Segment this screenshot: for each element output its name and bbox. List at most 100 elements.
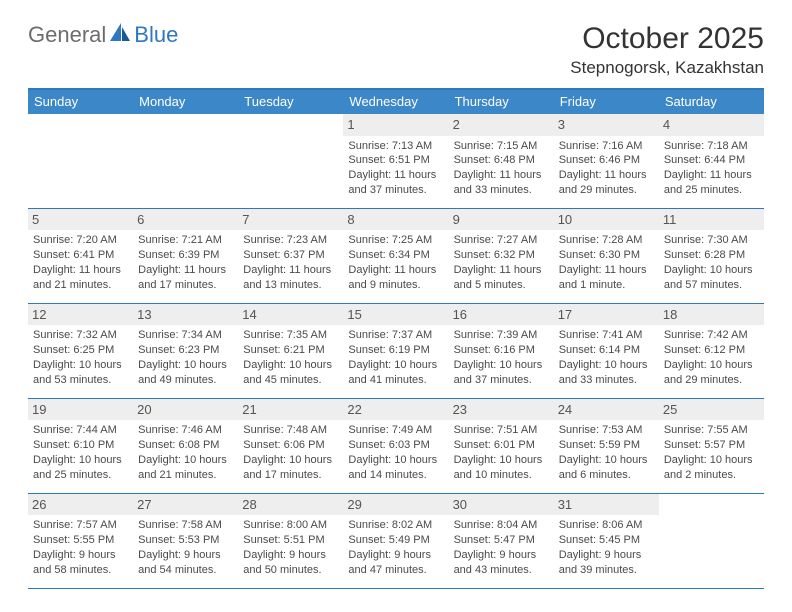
day-cell: 26Sunrise: 7:57 AMSunset: 5:55 PMDayligh…: [28, 494, 133, 588]
sunset-text: Sunset: 5:47 PM: [454, 533, 549, 548]
daylight1-text: Daylight: 10 hours: [559, 358, 654, 373]
day-cell: 29Sunrise: 8:02 AMSunset: 5:49 PMDayligh…: [343, 494, 448, 588]
weekday-wednesday: Wednesday: [343, 90, 448, 114]
daylight2-text: and 39 minutes.: [559, 563, 654, 578]
sunrise-text: Sunrise: 8:00 AM: [243, 518, 338, 533]
sunset-text: Sunset: 6:01 PM: [454, 438, 549, 453]
day-number: 26: [28, 494, 133, 516]
daylight2-text: and 58 minutes.: [33, 563, 128, 578]
day-number: 4: [659, 114, 764, 136]
day-cell: 21Sunrise: 7:48 AMSunset: 6:06 PMDayligh…: [238, 399, 343, 493]
weekday-thursday: Thursday: [449, 90, 554, 114]
day-cell: 22Sunrise: 7:49 AMSunset: 6:03 PMDayligh…: [343, 399, 448, 493]
daylight2-text: and 29 minutes.: [664, 373, 759, 388]
daylight2-text: and 2 minutes.: [664, 468, 759, 483]
daylight2-text: and 1 minute.: [559, 278, 654, 293]
day-cell: 9Sunrise: 7:27 AMSunset: 6:32 PMDaylight…: [449, 209, 554, 303]
day-cell: 15Sunrise: 7:37 AMSunset: 6:19 PMDayligh…: [343, 304, 448, 398]
logo-text-blue: Blue: [134, 22, 178, 48]
day-cell: 23Sunrise: 7:51 AMSunset: 6:01 PMDayligh…: [449, 399, 554, 493]
sunrise-text: Sunrise: 7:57 AM: [33, 518, 128, 533]
sunrise-text: Sunrise: 7:23 AM: [243, 233, 338, 248]
day-cell: 3Sunrise: 7:16 AMSunset: 6:46 PMDaylight…: [554, 114, 659, 208]
daylight1-text: Daylight: 10 hours: [559, 453, 654, 468]
day-cell: 27Sunrise: 7:58 AMSunset: 5:53 PMDayligh…: [133, 494, 238, 588]
daylight1-text: Daylight: 11 hours: [33, 263, 128, 278]
day-number: 3: [554, 114, 659, 136]
daylight2-text: and 9 minutes.: [348, 278, 443, 293]
sunset-text: Sunset: 6:03 PM: [348, 438, 443, 453]
weekday-saturday: Saturday: [659, 90, 764, 114]
weekday-tuesday: Tuesday: [238, 90, 343, 114]
daylight1-text: Daylight: 9 hours: [243, 548, 338, 563]
sunrise-text: Sunrise: 8:06 AM: [559, 518, 654, 533]
month-title: October 2025: [570, 22, 764, 56]
sunset-text: Sunset: 6:23 PM: [138, 343, 233, 358]
day-cell: 4Sunrise: 7:18 AMSunset: 6:44 PMDaylight…: [659, 114, 764, 208]
daylight2-text: and 10 minutes.: [454, 468, 549, 483]
daylight2-text: and 45 minutes.: [243, 373, 338, 388]
sunrise-text: Sunrise: 7:46 AM: [138, 423, 233, 438]
sail-icon: [110, 23, 132, 48]
sunrise-text: Sunrise: 7:35 AM: [243, 328, 338, 343]
daylight1-text: Daylight: 9 hours: [559, 548, 654, 563]
logo-text-general: General: [28, 22, 106, 48]
sunset-text: Sunset: 6:51 PM: [348, 153, 443, 168]
sunrise-text: Sunrise: 7:44 AM: [33, 423, 128, 438]
day-cell: 28Sunrise: 8:00 AMSunset: 5:51 PMDayligh…: [238, 494, 343, 588]
day-cell: 11Sunrise: 7:30 AMSunset: 6:28 PMDayligh…: [659, 209, 764, 303]
daylight2-text: and 37 minutes.: [454, 373, 549, 388]
day-number: 12: [28, 304, 133, 326]
daylight2-text: and 17 minutes.: [243, 468, 338, 483]
day-cell: 24Sunrise: 7:53 AMSunset: 5:59 PMDayligh…: [554, 399, 659, 493]
calendar-grid: Sunday Monday Tuesday Wednesday Thursday…: [28, 88, 764, 589]
day-number: 9: [449, 209, 554, 231]
daylight2-text: and 25 minutes.: [664, 183, 759, 198]
day-number: 17: [554, 304, 659, 326]
sunset-text: Sunset: 6:37 PM: [243, 248, 338, 263]
day-number: 7: [238, 209, 343, 231]
sunrise-text: Sunrise: 8:04 AM: [454, 518, 549, 533]
sunrise-text: Sunrise: 7:15 AM: [454, 139, 549, 154]
daylight1-text: Daylight: 11 hours: [559, 168, 654, 183]
sunrise-text: Sunrise: 7:16 AM: [559, 139, 654, 154]
sunrise-text: Sunrise: 7:58 AM: [138, 518, 233, 533]
weekday-header-row: Sunday Monday Tuesday Wednesday Thursday…: [28, 90, 764, 114]
sunset-text: Sunset: 6:12 PM: [664, 343, 759, 358]
sunrise-text: Sunrise: 7:28 AM: [559, 233, 654, 248]
daylight2-text: and 57 minutes.: [664, 278, 759, 293]
sunset-text: Sunset: 6:16 PM: [454, 343, 549, 358]
day-number: 5: [28, 209, 133, 231]
day-cell: 31Sunrise: 8:06 AMSunset: 5:45 PMDayligh…: [554, 494, 659, 588]
day-cell: 19Sunrise: 7:44 AMSunset: 6:10 PMDayligh…: [28, 399, 133, 493]
daylight2-text: and 29 minutes.: [559, 183, 654, 198]
sunrise-text: Sunrise: 7:21 AM: [138, 233, 233, 248]
day-cell: 13Sunrise: 7:34 AMSunset: 6:23 PMDayligh…: [133, 304, 238, 398]
weekday-monday: Monday: [133, 90, 238, 114]
sunset-text: Sunset: 5:57 PM: [664, 438, 759, 453]
day-cell: 8Sunrise: 7:25 AMSunset: 6:34 PMDaylight…: [343, 209, 448, 303]
sunset-text: Sunset: 6:44 PM: [664, 153, 759, 168]
sunrise-text: Sunrise: 7:18 AM: [664, 139, 759, 154]
day-number: 18: [659, 304, 764, 326]
sunrise-text: Sunrise: 7:48 AM: [243, 423, 338, 438]
daylight1-text: Daylight: 10 hours: [454, 453, 549, 468]
day-cell: 30Sunrise: 8:04 AMSunset: 5:47 PMDayligh…: [449, 494, 554, 588]
sunset-text: Sunset: 6:14 PM: [559, 343, 654, 358]
sunset-text: Sunset: 5:49 PM: [348, 533, 443, 548]
logo: General Blue: [28, 22, 178, 48]
day-cell: 5Sunrise: 7:20 AMSunset: 6:41 PMDaylight…: [28, 209, 133, 303]
day-cell: 2Sunrise: 7:15 AMSunset: 6:48 PMDaylight…: [449, 114, 554, 208]
daylight1-text: Daylight: 10 hours: [138, 453, 233, 468]
sunrise-text: Sunrise: 7:34 AM: [138, 328, 233, 343]
day-cell: 18Sunrise: 7:42 AMSunset: 6:12 PMDayligh…: [659, 304, 764, 398]
daylight1-text: Daylight: 11 hours: [348, 263, 443, 278]
day-cell: 1Sunrise: 7:13 AMSunset: 6:51 PMDaylight…: [343, 114, 448, 208]
day-number: 11: [659, 209, 764, 231]
daylight1-text: Daylight: 9 hours: [454, 548, 549, 563]
day-number: 28: [238, 494, 343, 516]
daylight1-text: Daylight: 9 hours: [33, 548, 128, 563]
daylight2-text: and 13 minutes.: [243, 278, 338, 293]
sunset-text: Sunset: 5:59 PM: [559, 438, 654, 453]
day-number: 14: [238, 304, 343, 326]
